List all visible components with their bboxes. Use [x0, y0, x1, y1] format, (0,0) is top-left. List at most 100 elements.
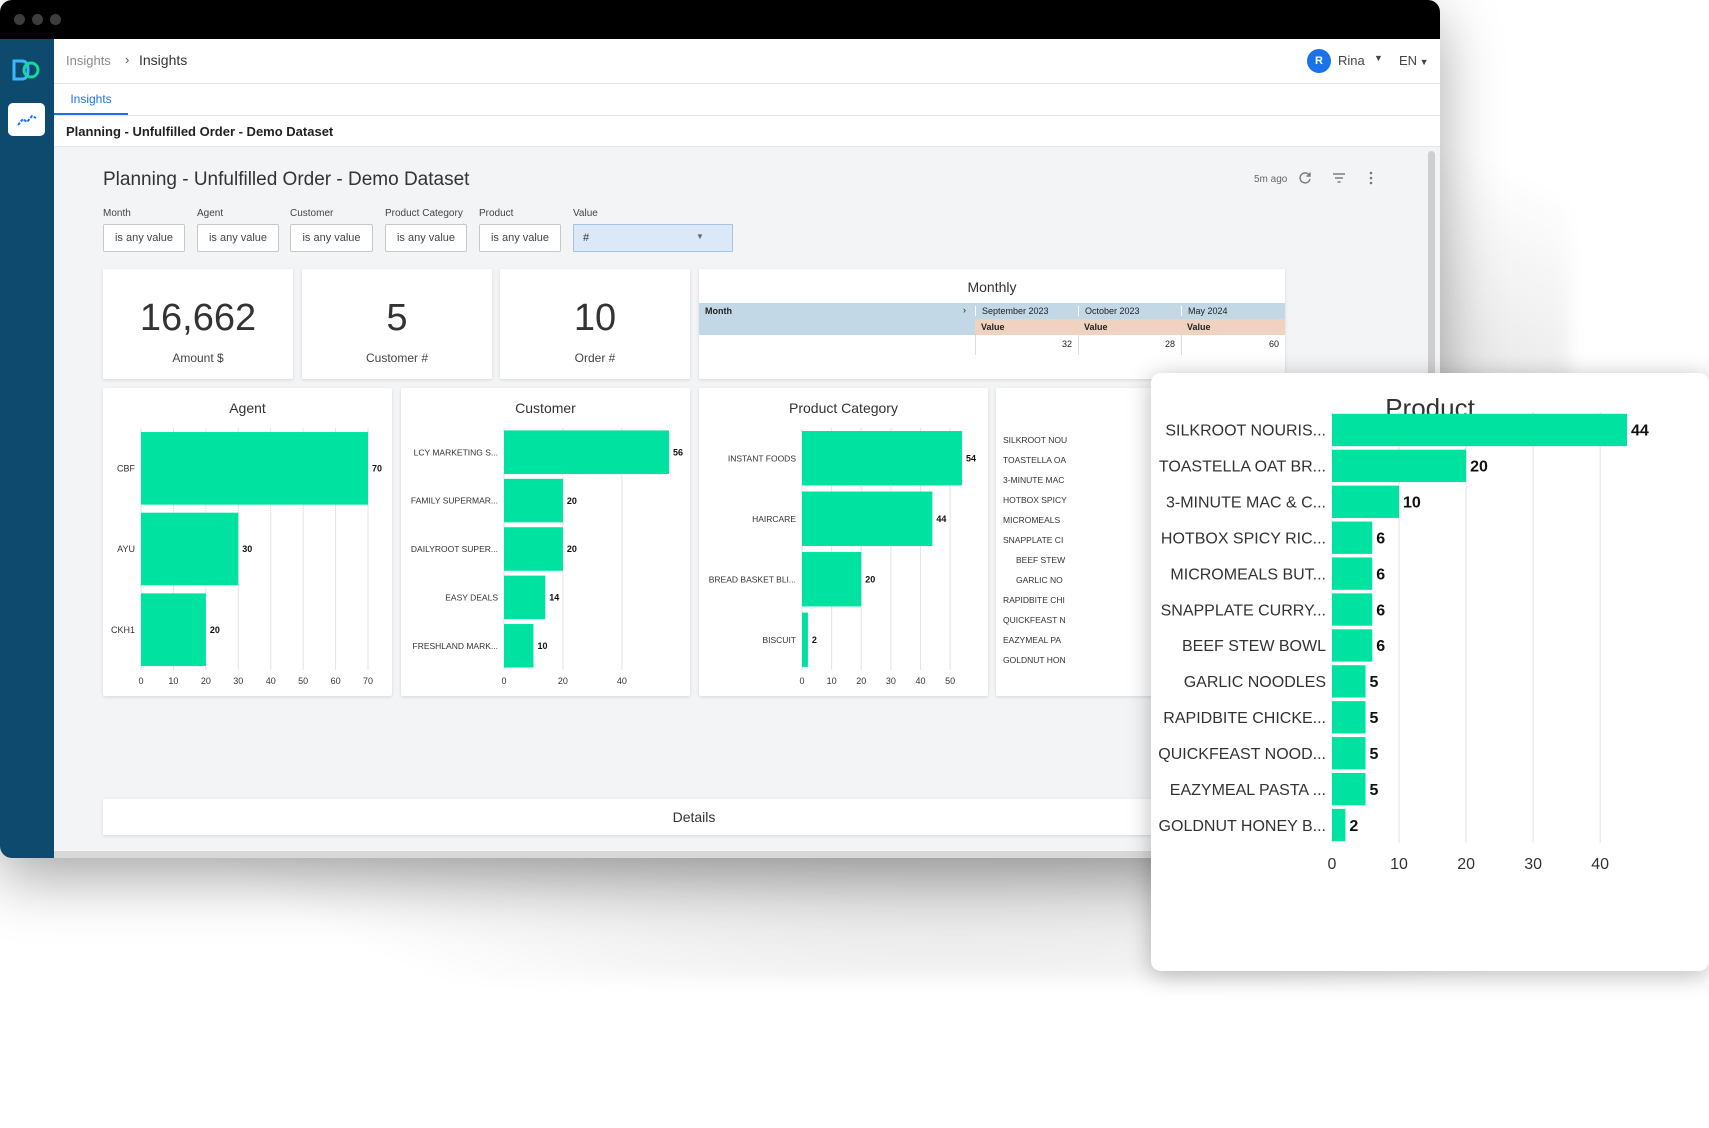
filter-customer[interactable]: is any value — [290, 224, 373, 252]
x-tick-label: 0 — [799, 676, 804, 686]
agent-bar-chart: 0 10 20 30 40 50 60 70 70 CBF 30 AYU 20 CKH1 — [111, 428, 382, 686]
x-tick-label: 10 — [1390, 856, 1408, 873]
tab-insights[interactable]: Insights — [54, 84, 128, 115]
filter-product[interactable]: is any value — [479, 224, 561, 252]
filter-label-value: Value — [573, 208, 598, 219]
dataset-subtitle: Planning - Unfulfilled Order - Demo Data… — [66, 124, 334, 139]
x-tick-label: 60 — [331, 676, 341, 686]
data-label: 2 — [812, 635, 817, 645]
last-updated: 5m ago — [1254, 174, 1288, 185]
bar — [1332, 808, 1346, 842]
category-label: 3-MINUTE MAC — [1003, 475, 1065, 485]
pivot-column-header: May 2024 — [1181, 306, 1285, 316]
filter-month[interactable]: is any value — [103, 224, 185, 252]
category-label: EAZYMEAL PA — [1003, 635, 1062, 645]
category-label: HOTBOX SPICY RIC... — [1161, 530, 1326, 547]
category-label: INSTANT FOODS — [728, 453, 796, 463]
category-label: 3-MINUTE MAC & C... — [1166, 495, 1326, 512]
chart-title: Customer — [515, 400, 576, 416]
trend-chart-icon — [16, 114, 36, 126]
category-label: QUICKFEAST N — [1003, 615, 1066, 625]
x-tick-label: 0 — [1328, 856, 1337, 873]
category-label: EAZYMEAL PASTA ... — [1170, 782, 1326, 799]
category-label: CBF — [117, 464, 136, 474]
data-label: 14 — [549, 593, 559, 603]
filter-icon[interactable] — [1330, 169, 1348, 187]
filter-value-text: # — [583, 232, 590, 244]
category-label: FRESHLAND MARK... — [413, 641, 499, 651]
caret-down-icon: ▼ — [696, 232, 704, 241]
bar — [504, 478, 563, 523]
chevron-right-icon[interactable]: › — [963, 305, 966, 315]
pivot-measure-label: Value — [981, 322, 1005, 332]
category-label: MICROMEALS — [1003, 515, 1061, 525]
pivot-row-header: Month — [705, 306, 732, 316]
bar — [1332, 701, 1366, 734]
x-tick-label: 20 — [1457, 856, 1475, 873]
language-selector[interactable]: EN ▼ — [1399, 53, 1428, 68]
category-label: SNAPPLATE CURRY... — [1161, 602, 1326, 619]
bar — [141, 432, 368, 505]
avatar[interactable]: R — [1307, 49, 1331, 73]
refresh-icon[interactable] — [1296, 169, 1314, 187]
data-label: 70 — [372, 464, 382, 474]
kpi-label: Order # — [574, 351, 616, 365]
filter-agent[interactable]: is any value — [197, 224, 279, 252]
pivot-column-header: September 2023 — [975, 306, 1078, 316]
data-label: 20 — [1470, 459, 1488, 476]
caret-down-icon[interactable]: ▼ — [1374, 53, 1383, 63]
x-tick-label: 30 — [886, 676, 896, 686]
x-tick-label: 10 — [168, 676, 178, 686]
filter-value-select[interactable]: # ▼ — [573, 224, 733, 252]
category-label: SILKROOT NOU — [1003, 435, 1068, 445]
category-label: BEEF STEW BOWL — [1182, 638, 1326, 655]
bar — [1332, 485, 1400, 518]
bar — [1332, 665, 1366, 698]
x-tick-label: 50 — [298, 676, 308, 686]
close-dot[interactable] — [14, 14, 25, 25]
bar — [1332, 737, 1366, 770]
bar — [802, 491, 933, 546]
filter-product-category[interactable]: is any value — [385, 224, 467, 252]
data-label: 20 — [865, 574, 875, 584]
data-label: 5 — [1370, 746, 1379, 763]
monthly-pivot-card: Monthly Month › September 2023 October 2… — [699, 269, 1285, 379]
sidebar — [0, 39, 54, 858]
monthly-title: Monthly — [967, 279, 1017, 295]
filter-label-agent: Agent — [197, 208, 224, 219]
category-label: AYU — [117, 544, 135, 554]
data-label: 54 — [966, 453, 976, 463]
category-label: HAIRCARE — [752, 514, 796, 524]
kpi-value: 10 — [573, 297, 617, 339]
minimize-dot[interactable] — [32, 14, 43, 25]
more-vert-icon[interactable] — [1362, 169, 1380, 187]
bar — [504, 527, 563, 571]
x-tick-label: 0 — [138, 676, 143, 686]
details-section[interactable]: Details — [103, 799, 1285, 835]
data-label: 10 — [537, 641, 547, 651]
data-label: 6 — [1376, 530, 1385, 547]
kpi-label: Amount $ — [172, 351, 224, 365]
bar — [1332, 593, 1373, 626]
breadcrumb-root[interactable]: Insights — [66, 53, 111, 68]
x-tick-label: 20 — [558, 676, 568, 686]
kpi-value: 16,662 — [139, 297, 257, 339]
category-label: BISCUIT — [762, 635, 796, 645]
pivot-value-cell: 28 — [1164, 339, 1175, 349]
bar — [1332, 772, 1366, 806]
product-chart-popup: Product 0 10 20 30 40 44 SILKROOT NOURIS... 20 T… — [1151, 373, 1709, 971]
pivot-value-cell: 32 — [1061, 339, 1072, 349]
maximize-dot[interactable] — [50, 14, 61, 25]
bar — [802, 552, 862, 607]
app-logo-icon[interactable] — [11, 58, 41, 82]
filter-label-product: Product — [479, 208, 514, 219]
insights-nav-button[interactable] — [8, 103, 45, 136]
category-label: MICROMEALS BUT... — [1170, 566, 1326, 583]
category-label: GARLIC NOODLES — [1184, 674, 1326, 691]
pivot-value-cell: 60 — [1268, 339, 1279, 349]
product-bar-chart: 0 10 20 30 40 44 SILKROOT NOURIS... 20 TOASTELLA… — [1158, 412, 1649, 873]
user-menu[interactable]: Rina — [1338, 53, 1365, 68]
language-code: EN — [1399, 53, 1418, 68]
category-label: RAPIDBITE CHI — [1003, 595, 1065, 605]
bar — [141, 512, 239, 586]
